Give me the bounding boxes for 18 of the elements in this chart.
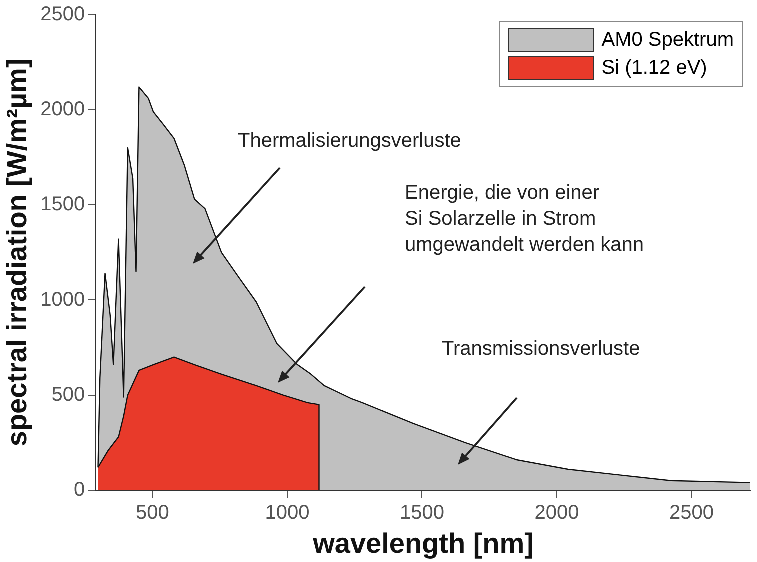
y-tick-label: 1000 <box>40 288 86 311</box>
annotation: Thermalisierungsverluste <box>238 129 462 154</box>
x-tick-label: 500 <box>136 502 170 524</box>
annotation: Transmissionsverluste <box>442 337 640 362</box>
x-tick-label: 2000 <box>534 502 580 524</box>
y-tick-label: 0 <box>74 478 86 501</box>
y-tick-label: 2000 <box>40 98 86 121</box>
y-tick-label: 500 <box>52 384 86 406</box>
legend-label: Si (1.12 eV) <box>602 56 708 80</box>
x-axis-title: wavelength [nm] <box>312 528 534 559</box>
y-tick-label: 1500 <box>40 194 86 216</box>
y-axis-title: spectral irradiation [W/m²µm] <box>2 58 33 447</box>
x-tick-label: 1500 <box>400 502 444 524</box>
legend-label: AM0 Spektrum <box>602 28 734 52</box>
x-tick-label: 2500 <box>669 502 714 524</box>
y-tick-label: 2500 <box>40 4 86 26</box>
x-tick-label: 1000 <box>265 502 310 524</box>
annotation: Energie, die von einer Si Solarzelle in Strom umgewandelt werden kann <box>405 181 644 258</box>
